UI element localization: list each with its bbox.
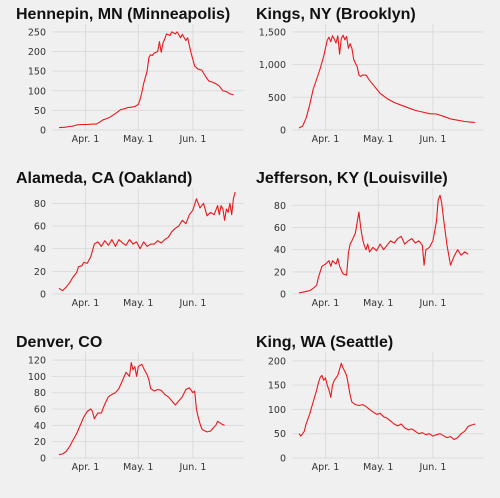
chart-title: Kings, NY (Brooklyn) — [256, 6, 416, 23]
y-tick-label: 100 — [268, 405, 286, 416]
y-tick-label: 150 — [28, 67, 46, 78]
series-line — [58, 31, 234, 129]
y-tick-label: 0 — [280, 454, 286, 465]
series-line — [298, 194, 469, 294]
x-tick-label: Jun. 1 — [178, 462, 206, 473]
y-tick-label: 100 — [28, 86, 46, 97]
y-tick-label: 0 — [280, 290, 286, 301]
x-tick-label: Apr. 1 — [312, 298, 340, 309]
y-tick-label: 1,500 — [259, 27, 286, 38]
y-tick-label: 80 — [274, 201, 286, 212]
y-tick-label: 120 — [28, 356, 46, 367]
chart-title: Alameda, CA (Oakland) — [16, 170, 193, 187]
x-tick-label: Jun. 1 — [178, 134, 206, 145]
x-tick-label: Apr. 1 — [72, 462, 100, 473]
line-chart: 0 50 100 150 200 250 Apr. 1 May. 1 Jun. 1 — [28, 24, 244, 145]
y-tick-label: 20 — [34, 437, 46, 448]
y-tick-label: 0 — [40, 454, 46, 465]
x-tick-label: May. 1 — [123, 134, 153, 145]
x-tick-label: May. 1 — [363, 298, 393, 309]
series-line — [58, 361, 225, 456]
y-tick-label: 40 — [274, 245, 286, 256]
y-tick-label: 1,000 — [259, 60, 286, 71]
chart-title: King, WA (Seattle) — [256, 334, 394, 351]
panel-jefferson: Jefferson, KY (Louisville) 0 20 40 60 80 Apr.… — [256, 170, 488, 309]
x-tick-label: May. 1 — [363, 134, 393, 145]
line-chart: 0 20 40 60 80 100 120 Apr. 1 May. 1 Jun. 1 — [28, 352, 244, 473]
line-chart: 0 50 100 150 200 Apr. 1 May. 1 Jun. 1 — [268, 352, 484, 473]
x-tick-label: May. 1 — [123, 462, 153, 473]
x-tick-label: Apr. 1 — [72, 134, 100, 145]
y-tick-label: 250 — [28, 27, 46, 38]
y-tick-label: 60 — [34, 222, 46, 233]
y-tick-label: 150 — [268, 381, 286, 392]
panel-king: King, WA (Seattle) 0 50 100 150 200 Apr. 1 May… — [256, 334, 488, 473]
x-tick-label: Apr. 1 — [72, 298, 100, 309]
y-tick-label: 50 — [34, 106, 46, 117]
y-tick-label: 60 — [274, 223, 286, 234]
x-tick-label: May. 1 — [363, 462, 393, 473]
y-tick-label: 500 — [268, 93, 286, 104]
panel-kings: Kings, NY (Brooklyn) 0 500 1,000 1,500 Apr. … — [256, 6, 488, 145]
panel-hennepin: Hennepin, MN (Minneapolis) 0 50 100 150 200 2… — [16, 6, 248, 145]
x-tick-label: Apr. 1 — [312, 134, 340, 145]
panel-denver: Denver, CO 0 20 40 60 80 100 120 Apr. 1 May. 1 Ju… — [16, 334, 248, 473]
y-tick-label: 200 — [28, 47, 46, 58]
y-tick-label: 60 — [34, 405, 46, 416]
y-tick-label: 0 — [40, 126, 46, 137]
x-tick-label: Jun. 1 — [418, 462, 446, 473]
x-tick-label: Apr. 1 — [312, 462, 340, 473]
y-tick-label: 80 — [34, 388, 46, 399]
x-tick-label: May. 1 — [123, 298, 153, 309]
y-tick-label: 200 — [268, 356, 286, 367]
x-tick-label: Jun. 1 — [418, 298, 446, 309]
chart-title: Jefferson, KY (Louisville) — [256, 170, 448, 187]
y-tick-label: 0 — [40, 290, 46, 301]
series-line — [58, 191, 236, 292]
chart-title: Denver, CO — [16, 334, 103, 351]
y-tick-label: 50 — [274, 429, 286, 440]
x-tick-label: Jun. 1 — [418, 134, 446, 145]
y-tick-label: 0 — [280, 126, 286, 137]
panel-alameda: Alameda, CA (Oakland) 0 20 40 60 80 Apr. 1 May… — [16, 170, 248, 309]
y-tick-label: 20 — [34, 267, 46, 278]
y-tick-label: 100 — [28, 372, 46, 383]
line-chart: 0 20 40 60 80 Apr. 1 May. 1 Jun. 1 — [274, 188, 484, 309]
y-tick-label: 20 — [274, 267, 286, 278]
line-chart: 0 20 40 60 80 Apr. 1 May. 1 Jun. 1 — [34, 188, 244, 309]
series-line — [298, 34, 476, 129]
y-tick-label: 40 — [34, 244, 46, 255]
series-line — [298, 362, 476, 441]
line-chart: 0 500 1,000 1,500 Apr. 1 May. 1 Jun. 1 — [259, 24, 484, 145]
x-tick-label: Jun. 1 — [178, 298, 206, 309]
y-tick-label: 80 — [34, 199, 46, 210]
chart-title: Hennepin, MN (Minneapolis) — [16, 6, 231, 23]
y-tick-label: 40 — [34, 421, 46, 432]
